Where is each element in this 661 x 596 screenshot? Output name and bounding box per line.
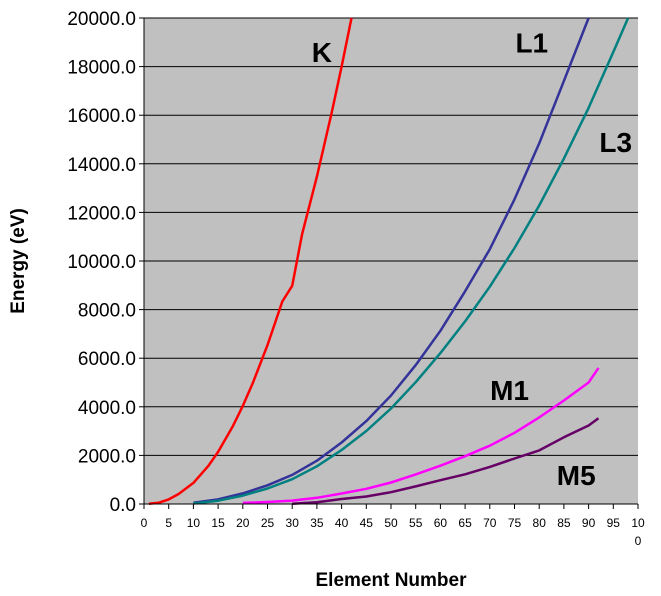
- x-tick-label: 20: [236, 516, 250, 530]
- x-tick-label: 80: [533, 516, 547, 530]
- x-tick-label: 25: [261, 516, 275, 530]
- series-line-k: [148, 17, 353, 505]
- series-label-m5: M5: [557, 460, 596, 491]
- series-label-k: K: [312, 37, 332, 68]
- y-tick-label: 16000.0: [67, 106, 136, 127]
- series-label-l3: L3: [599, 127, 632, 158]
- y-tick-label: 6000.0: [78, 349, 136, 370]
- x-tick-label: 35: [310, 516, 324, 530]
- x-tick-label: 45: [360, 516, 374, 530]
- x-tick-label: 30: [286, 516, 300, 530]
- series-label-m1: M1: [490, 375, 529, 406]
- x-tick-label: 10 0: [631, 516, 645, 548]
- series-line-m1: [242, 367, 600, 505]
- y-tick-label: 4000.0: [78, 398, 136, 419]
- axes: [143, 18, 638, 505]
- y-axis-title: Energy (eV): [8, 208, 29, 314]
- x-tick-label: 55: [409, 516, 423, 530]
- x-tick-label: 95: [607, 516, 621, 530]
- series-lines: [148, 17, 630, 506]
- x-tick-labels: 0 5 10 15 20 25 30 35 40 45 50 55 60 65 70 75 80 85 90 95 10…: [141, 516, 645, 548]
- x-tick-label: 50: [384, 516, 398, 530]
- series-line-l1: [193, 17, 590, 505]
- y-tick-label: 12000.0: [67, 203, 136, 224]
- y-tick-label: 10000.0: [67, 252, 136, 273]
- x-tick-label: 65: [458, 516, 472, 530]
- x-axis-title: Element Number: [316, 570, 468, 591]
- y-tick-label: 8000.0: [78, 301, 136, 322]
- gridlines: [139, 17, 639, 509]
- x-tick-label: 90: [582, 516, 596, 530]
- x-tick-label: 60: [434, 516, 448, 530]
- y-tick-label: 18000.0: [67, 58, 136, 79]
- y-tick-label: 14000.0: [67, 155, 136, 176]
- x-tick-label: 75: [508, 516, 522, 530]
- series-line-m5: [292, 417, 600, 506]
- x-tick-label: 85: [557, 516, 571, 530]
- x-tick-label: 40: [335, 516, 349, 530]
- series-label-l1: L1: [515, 27, 548, 58]
- x-tick-label: 0: [141, 516, 148, 530]
- x-tick-label: 5: [165, 516, 172, 530]
- x-tick-label: 10: [187, 516, 201, 530]
- series-line-l3: [193, 17, 630, 505]
- y-tick-label: 20000.0: [67, 9, 136, 30]
- y-tick-label: 2000.0: [78, 446, 136, 467]
- y-tick-labels: 0.0 2000.0 4000.0 6000.0 8000.0 10000.0 12000.…: [67, 9, 136, 516]
- x-tick-label: 15: [211, 516, 225, 530]
- x-tick-label: 70: [483, 516, 497, 530]
- y-tick-label: 0.0: [110, 495, 136, 516]
- series-labels: K L1 L3 M1 M5: [312, 27, 632, 491]
